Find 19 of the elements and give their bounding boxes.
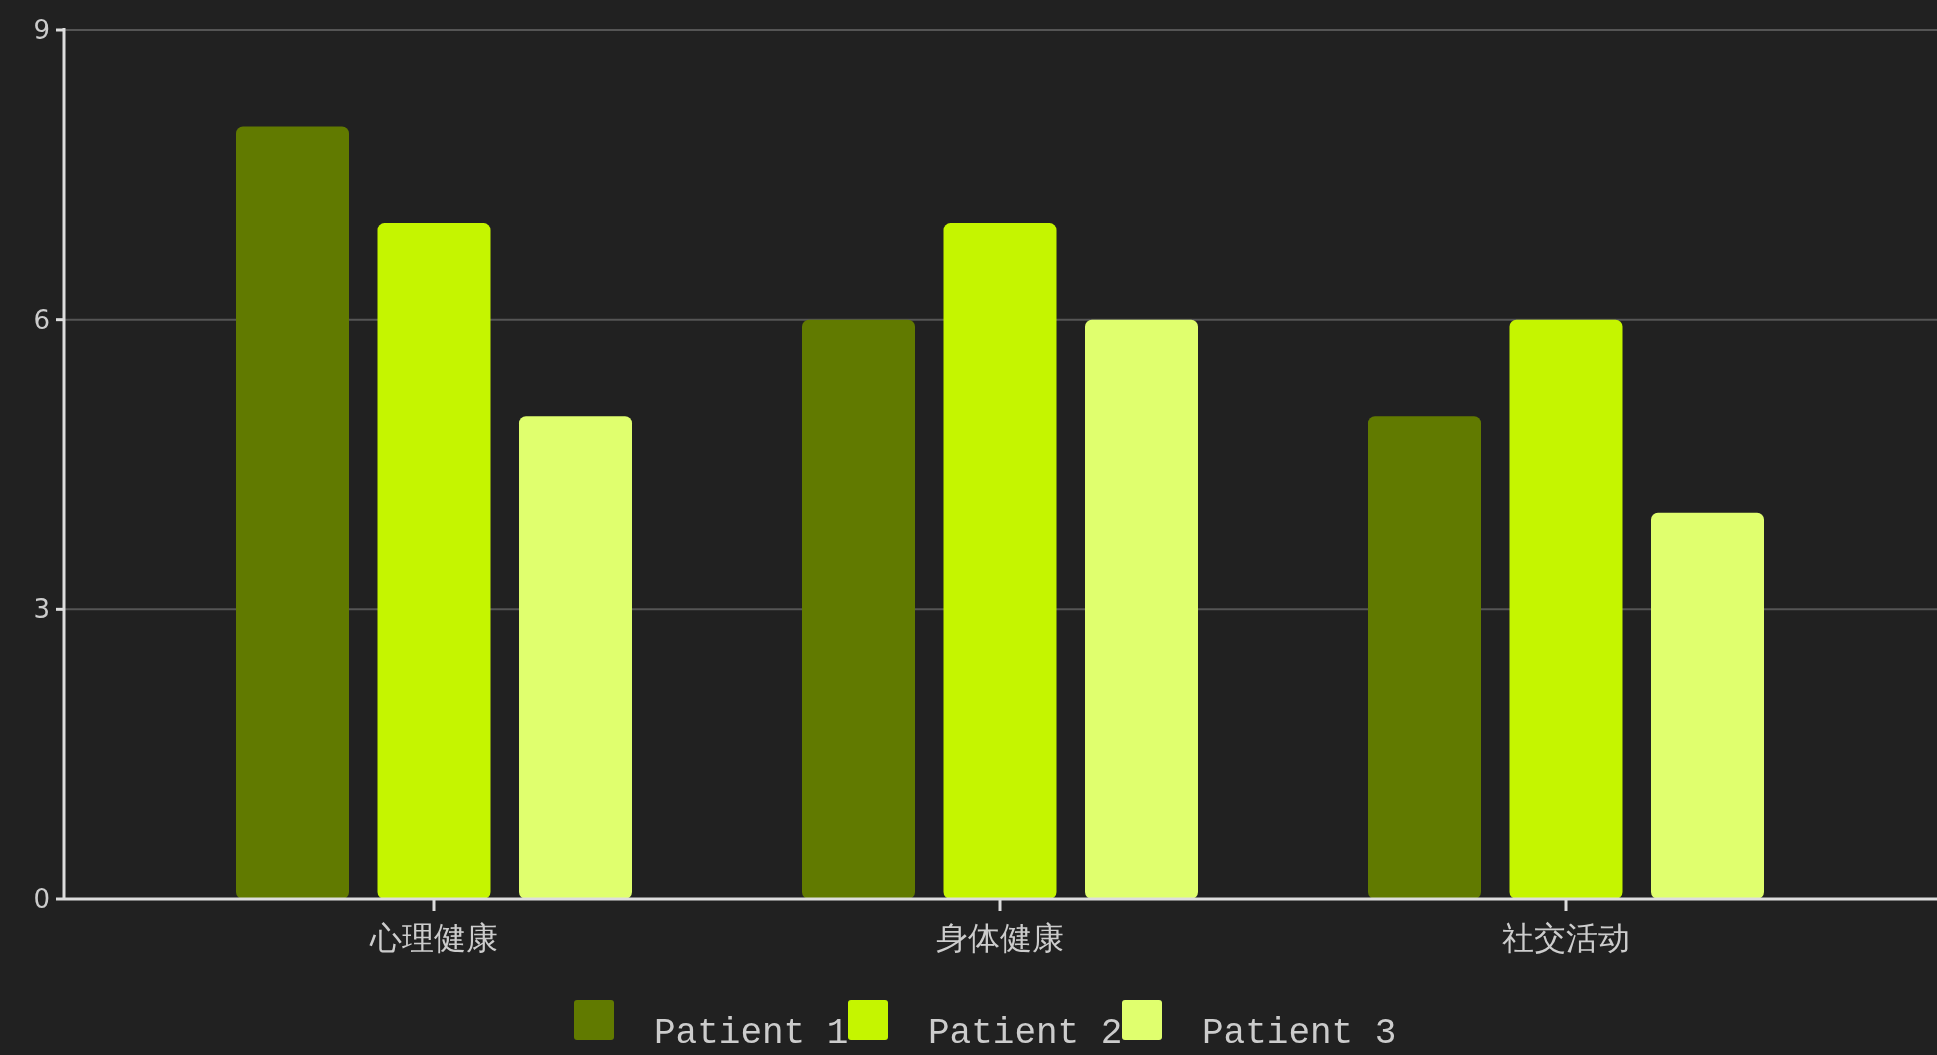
legend-label: Patient 2 bbox=[928, 1013, 1123, 1054]
legend-label: Patient 3 bbox=[1202, 1013, 1397, 1054]
bar bbox=[1651, 512, 1764, 899]
y-tick-label: 0 bbox=[33, 884, 50, 914]
bar bbox=[1368, 416, 1481, 899]
x-tick-label: 社交活动 bbox=[1502, 919, 1630, 957]
y-tick-label: 3 bbox=[33, 594, 50, 625]
x-tick-label: 心理健康 bbox=[369, 919, 498, 957]
bar bbox=[1085, 319, 1198, 899]
bar bbox=[1509, 319, 1623, 899]
x-tick-label: 身体健康 bbox=[936, 919, 1064, 957]
legend-label: Patient 1 bbox=[654, 1013, 849, 1054]
y-tick-label: 6 bbox=[33, 304, 50, 335]
bar bbox=[802, 319, 915, 899]
bar bbox=[519, 416, 632, 899]
bar bbox=[236, 126, 349, 899]
bar bbox=[943, 223, 1057, 899]
y-tick-label: 9 bbox=[33, 15, 50, 45]
bar bbox=[377, 223, 491, 899]
